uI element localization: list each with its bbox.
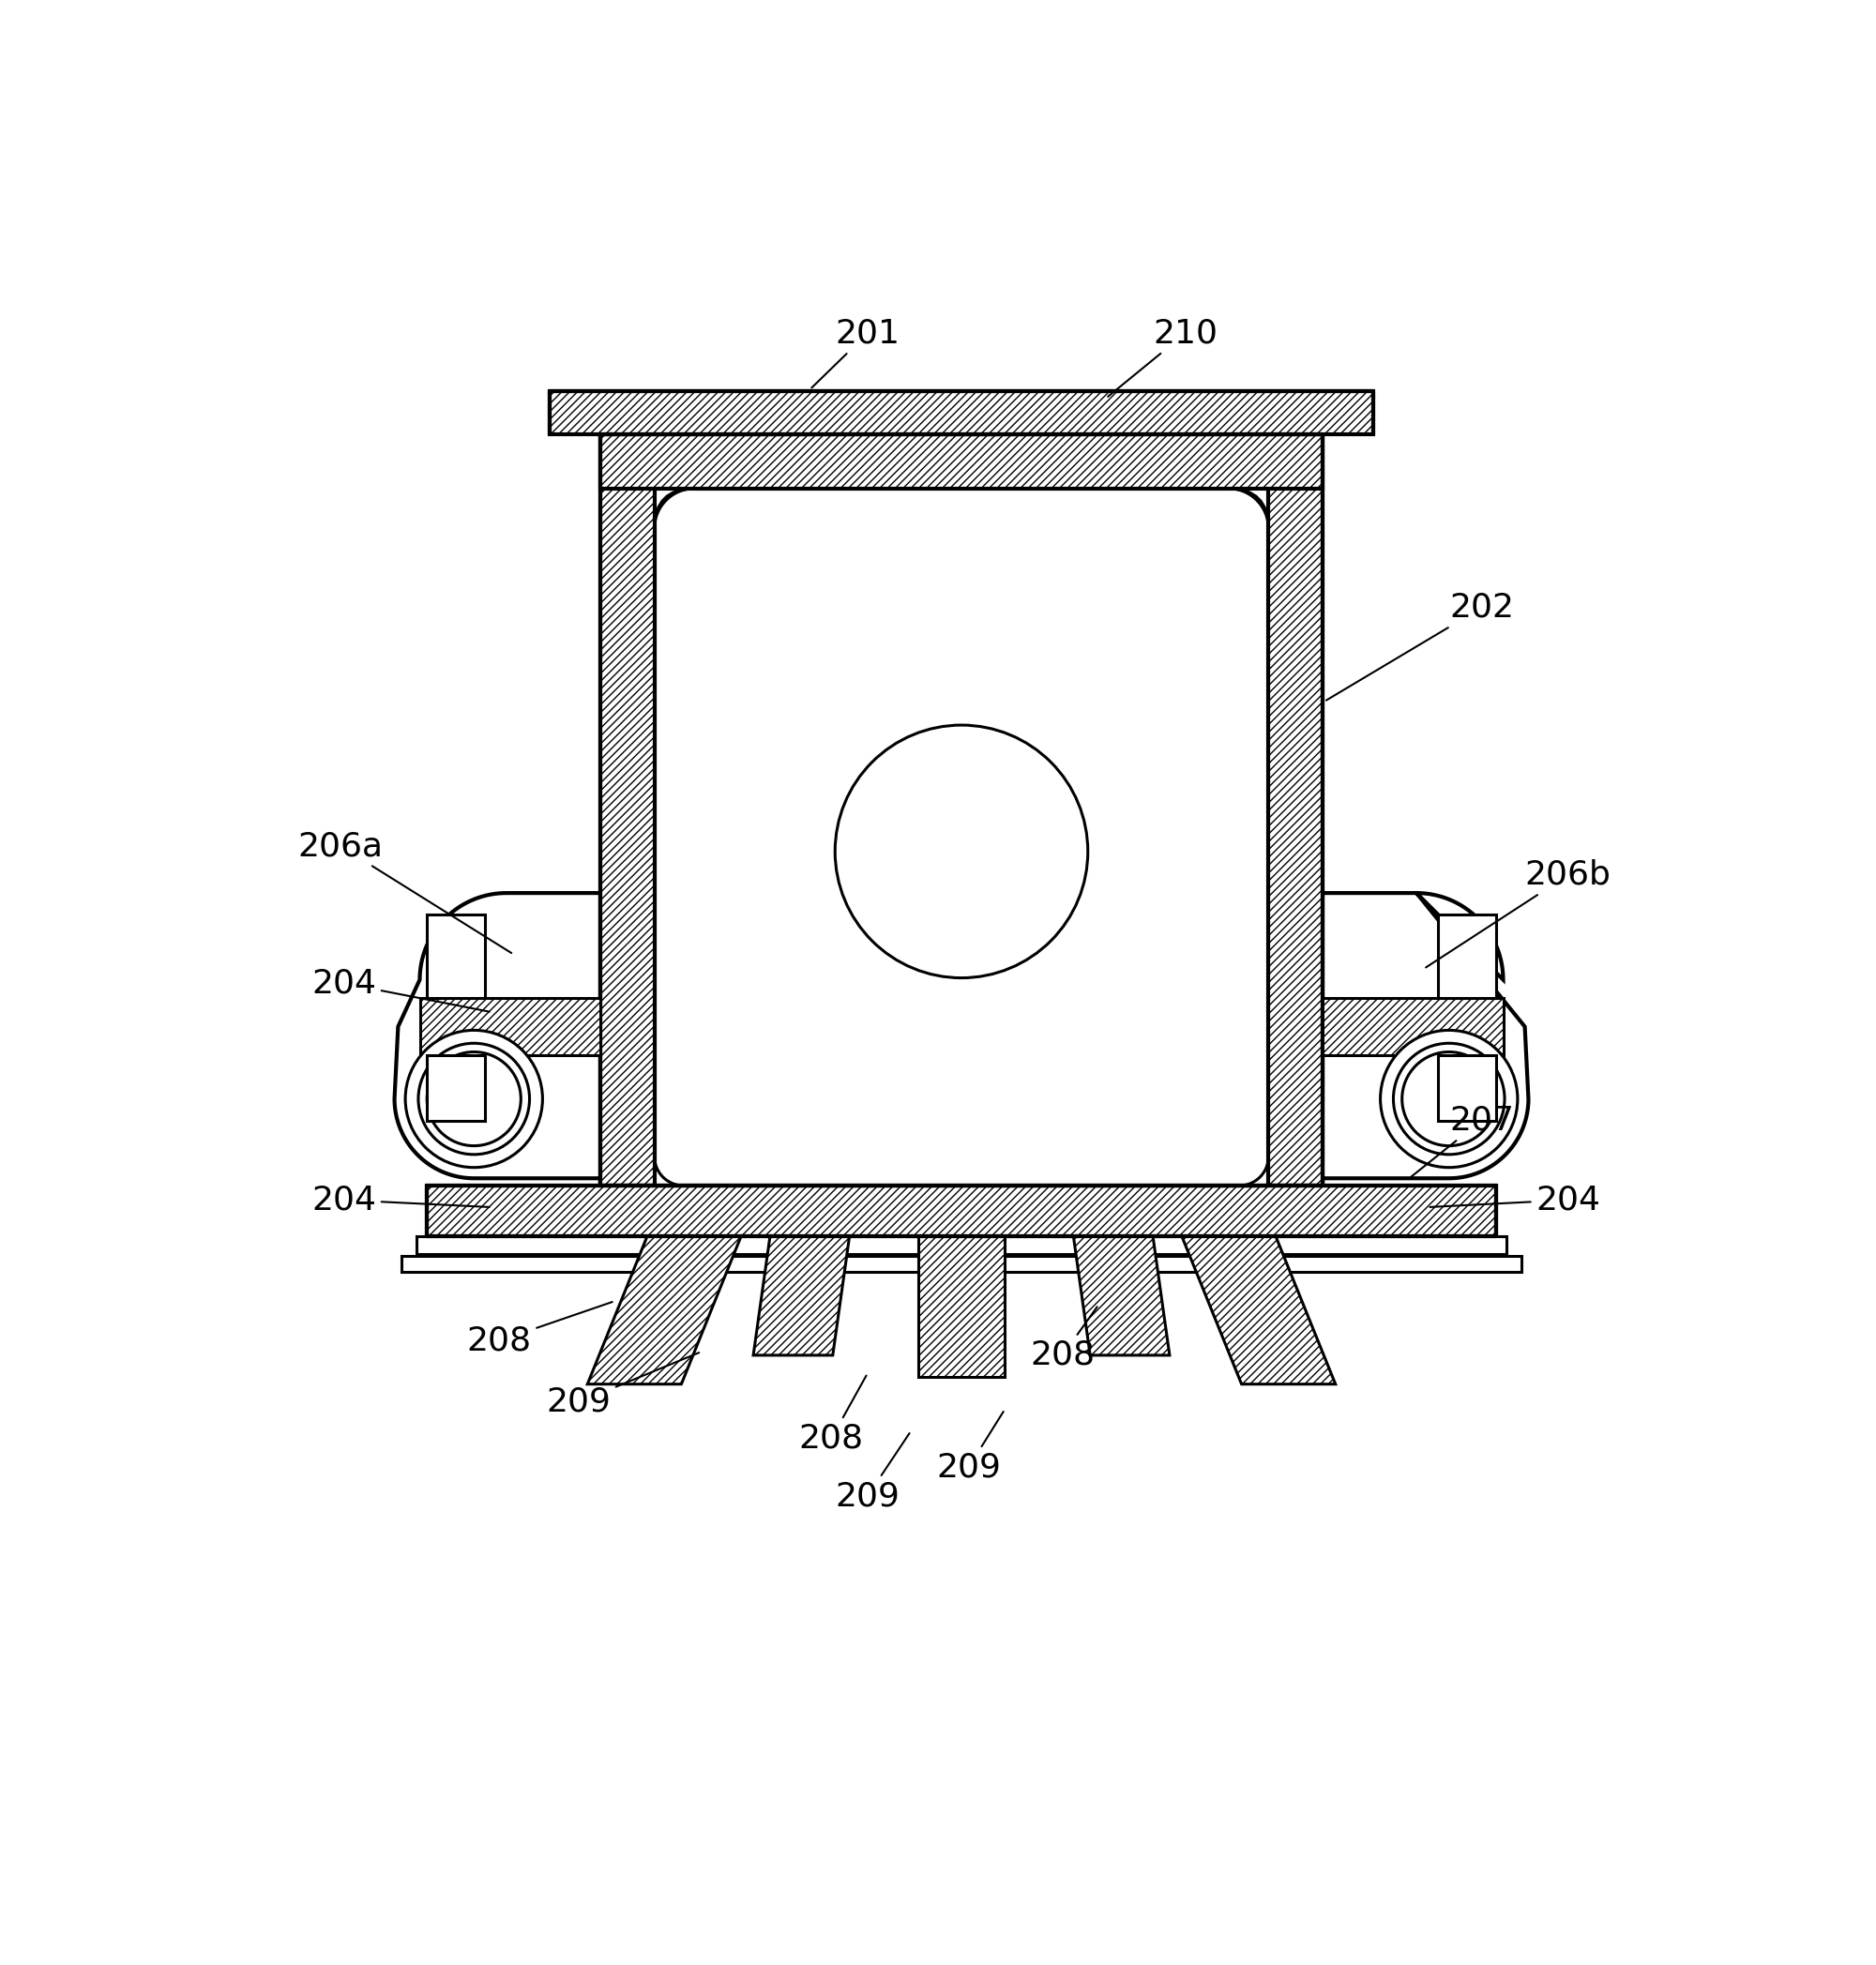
Circle shape bbox=[418, 1043, 529, 1155]
Text: 204: 204 bbox=[1430, 1185, 1600, 1216]
Bar bbox=[401, 1256, 1521, 1271]
Polygon shape bbox=[587, 1236, 741, 1383]
FancyBboxPatch shape bbox=[655, 489, 1268, 1185]
Text: 207: 207 bbox=[1411, 1104, 1514, 1177]
Text: 209: 209 bbox=[835, 1432, 910, 1511]
Circle shape bbox=[405, 1030, 542, 1167]
Bar bbox=[416, 1236, 1506, 1254]
Polygon shape bbox=[1182, 1236, 1336, 1383]
Bar bbox=[1268, 434, 1323, 1185]
Bar bbox=[600, 434, 655, 1185]
Bar bbox=[428, 1055, 484, 1120]
Bar bbox=[1439, 1055, 1495, 1120]
Text: 206a: 206a bbox=[298, 829, 512, 953]
Text: 204: 204 bbox=[311, 1185, 490, 1216]
Polygon shape bbox=[1323, 892, 1529, 1197]
Bar bbox=[1439, 914, 1495, 998]
Text: 209: 209 bbox=[936, 1411, 1004, 1484]
Bar bbox=[655, 1146, 1268, 1185]
Bar bbox=[428, 914, 484, 998]
Text: 208: 208 bbox=[467, 1303, 612, 1356]
Bar bbox=[550, 391, 1373, 434]
Polygon shape bbox=[1073, 1236, 1169, 1356]
Text: 210: 210 bbox=[1109, 318, 1218, 397]
Text: 208: 208 bbox=[799, 1376, 867, 1454]
Bar bbox=[428, 1185, 1495, 1236]
Text: 202: 202 bbox=[1326, 591, 1514, 700]
Polygon shape bbox=[394, 892, 600, 1197]
Text: 204: 204 bbox=[311, 967, 490, 1012]
Text: 208: 208 bbox=[1030, 1307, 1097, 1372]
Bar bbox=[420, 998, 600, 1055]
Polygon shape bbox=[754, 1236, 850, 1356]
Circle shape bbox=[1394, 1043, 1505, 1155]
Text: 201: 201 bbox=[812, 318, 900, 387]
Text: 206b: 206b bbox=[1426, 859, 1611, 967]
Circle shape bbox=[428, 1051, 522, 1146]
Circle shape bbox=[1381, 1030, 1518, 1167]
Bar bbox=[600, 434, 1323, 489]
Bar bbox=[1323, 998, 1503, 1055]
Polygon shape bbox=[917, 1236, 1006, 1377]
Text: 209: 209 bbox=[546, 1352, 700, 1419]
Circle shape bbox=[1401, 1051, 1495, 1146]
